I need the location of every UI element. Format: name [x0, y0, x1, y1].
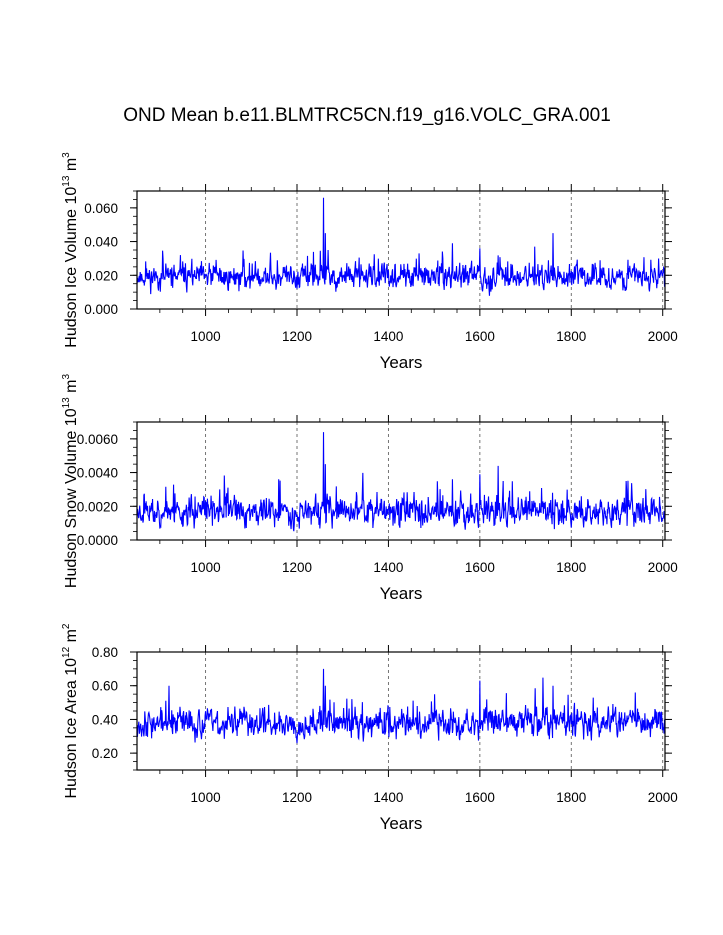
y-tick-label: 0.80 — [92, 645, 118, 660]
chart-panel-3: 1000 1200 1400 1600 1800 2000 0.20 0.40 0.60 0.80… — [61, 623, 678, 833]
y-tick-label: 0.0020 — [77, 499, 118, 514]
x-axis-label: Years — [380, 584, 423, 603]
y-tick-label: 0.0060 — [77, 432, 118, 447]
x-tick-label: 1800 — [556, 329, 586, 344]
series-line — [136, 197, 666, 296]
chart-title: OND Mean b.e11.BLMTRC5CN.f19_g16.VOLC_GR… — [123, 105, 611, 126]
series-line — [136, 668, 666, 744]
y-axis-label-part: m — [63, 158, 80, 176]
series-line — [136, 432, 666, 532]
y-tick-label: 0.0000 — [77, 533, 118, 548]
y-tick-label: 0.20 — [92, 746, 118, 761]
x-tick-label: 1200 — [282, 560, 312, 575]
plot-frame — [136, 190, 666, 310]
x-tick-label: 1600 — [465, 329, 495, 344]
y-tick-label: 0.020 — [84, 268, 118, 283]
y-tick-label: 0.40 — [92, 712, 118, 727]
x-tick-label: 1200 — [282, 329, 312, 344]
x-tick-label: 1800 — [556, 790, 586, 805]
y-axis-label-part: 3 — [61, 152, 72, 158]
y-axis-label-part: m — [63, 629, 80, 647]
x-tick-label: 1000 — [191, 329, 221, 344]
y-axis-label-part: 3 — [61, 373, 72, 379]
y-axis-label-part: m — [63, 379, 80, 397]
y-axis-label-part: Hudson Ice Volume 10 — [63, 187, 80, 348]
y-tick-label: 0.060 — [84, 201, 118, 216]
x-tick-label: 1000 — [191, 790, 221, 805]
x-tick-label: 1600 — [465, 560, 495, 575]
x-tick-label: 1400 — [373, 560, 403, 575]
chart-panel-1: 1000 1200 1400 1600 1800 2000 0.000 0.020 0.040 0… — [61, 152, 678, 372]
plot-frame — [136, 421, 666, 541]
x-tick-label: 2000 — [648, 329, 678, 344]
y-axis-label: Hudson Ice Volume 1013 m3 — [61, 152, 80, 348]
x-axis-label: Years — [380, 814, 423, 833]
y-axis-label-part: Hudson Ice Area 10 — [63, 658, 80, 799]
y-axis-label: Hudson Snow Volume 1013 m3 — [61, 373, 80, 588]
x-tick-label: 2000 — [648, 560, 678, 575]
y-tick-label: 0.040 — [84, 235, 118, 250]
x-tick-label: 1200 — [282, 790, 312, 805]
x-tick-label: 2000 — [648, 790, 678, 805]
x-tick-label: 1400 — [373, 329, 403, 344]
y-axis-label: Hudson Ice Area 1012 m2 — [61, 623, 80, 798]
y-tick-label: 0.60 — [92, 679, 118, 694]
y-axis-label-part: 12 — [61, 646, 72, 658]
x-tick-label: 1400 — [373, 790, 403, 805]
x-tick-label: 1000 — [191, 560, 221, 575]
y-tick-label: 0.000 — [84, 302, 118, 317]
y-axis-label-part: 2 — [61, 623, 72, 629]
chart-panel-2: 1000 1200 1400 1600 1800 2000 0.0000 0.0020 0.00… — [61, 373, 678, 603]
y-tick-label: 0.0040 — [77, 466, 118, 481]
y-axis-label-part: Hudson Snow Volume 10 — [63, 408, 80, 588]
plot-frame — [136, 651, 666, 771]
x-tick-label: 1800 — [556, 560, 586, 575]
x-axis-label: Years — [380, 353, 423, 372]
y-axis-label-part: 13 — [61, 397, 72, 409]
y-axis-label-part: 13 — [61, 175, 72, 187]
x-tick-label: 1600 — [465, 790, 495, 805]
